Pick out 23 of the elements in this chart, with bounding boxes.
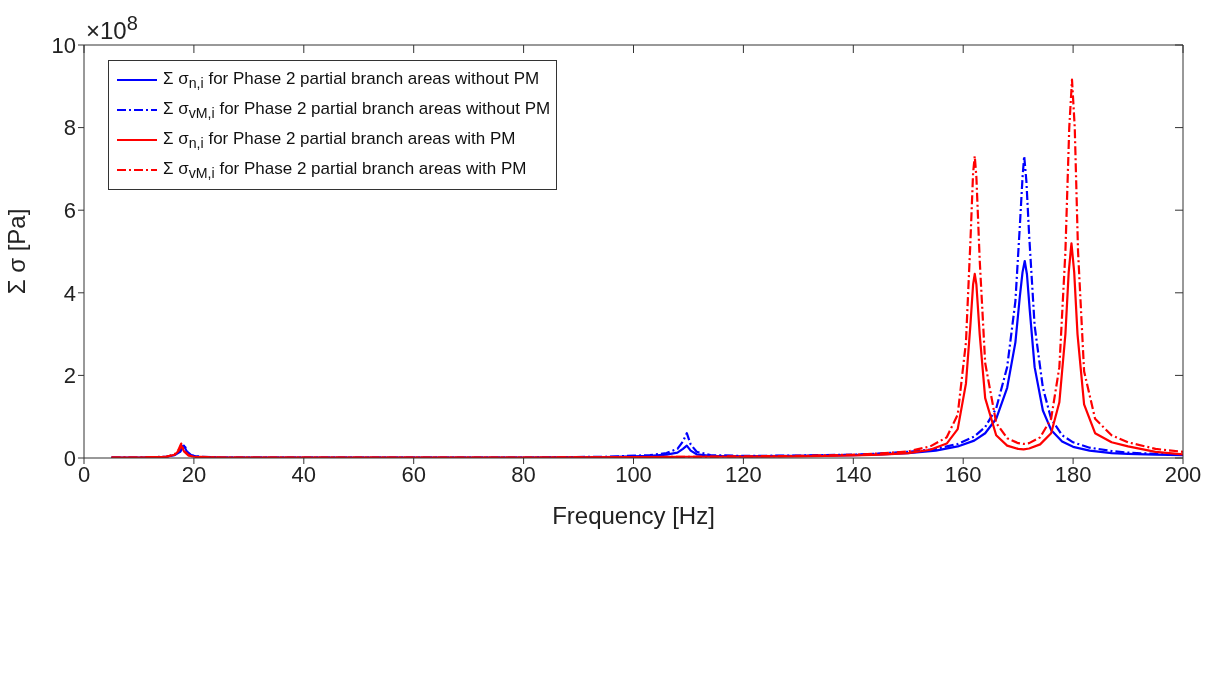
x-tick-label: 120: [725, 461, 762, 487]
x-tick-label: 80: [511, 461, 536, 487]
y-axis-title: Σ σ [Pa]: [2, 208, 30, 295]
legend-label: Σ σ$_{vM,i}$ for Phase 2 partial branch areas with PM: [163, 158, 527, 182]
x-axis-title: Frequency [Hz]: [552, 502, 715, 529]
y-tick-label: 0: [63, 445, 76, 471]
x-tick-label: 100: [615, 461, 652, 487]
legend-label: Σ σ$_{n,i}$ for Phase 2 partial branch areas without PM: [163, 68, 540, 92]
y-tick-label: 4: [63, 280, 76, 306]
x-tick-label: 200: [1164, 461, 1202, 487]
x-tick-label: 40: [291, 461, 317, 487]
x-tick-label: 60: [401, 461, 426, 487]
x-tick-label: 140: [834, 461, 872, 487]
x-tick-label: 160: [944, 461, 982, 487]
legend-label: Σ σ$_{n,i}$ for Phase 2 partial branch areas with PM: [163, 128, 516, 152]
legend-label: Σ σ$_{vM,i}$ for Phase 2 partial branch areas without PM: [163, 98, 551, 122]
text: ×10$^{8}$: [86, 12, 138, 45]
y-tick-label: 8: [63, 115, 76, 141]
y-tick-label: 10: [51, 32, 76, 58]
y-tick-label: 6: [63, 198, 76, 224]
x-tick-label: 180: [1054, 461, 1092, 487]
y-tick-label: 2: [63, 363, 76, 389]
x-tick-label: 20: [181, 461, 207, 487]
